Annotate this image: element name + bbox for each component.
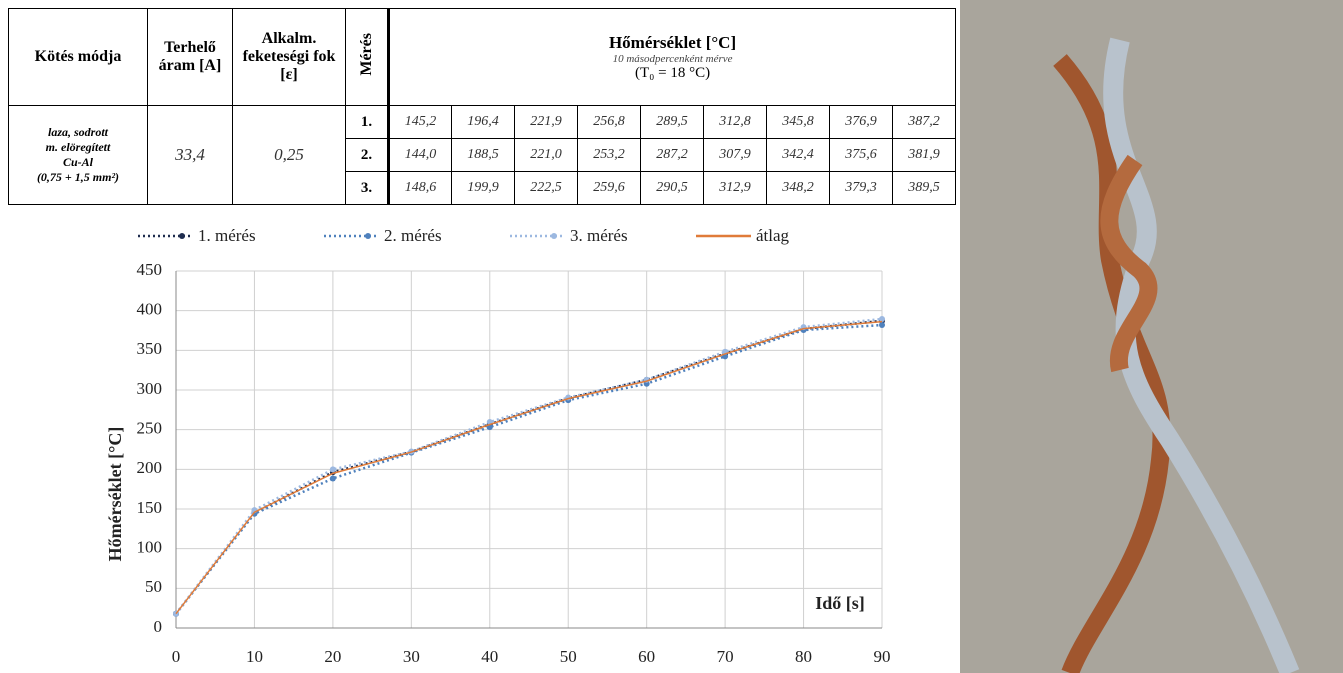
description-line: laza, sodrott <box>47 125 108 139</box>
value-cell: 287,2 <box>640 138 704 172</box>
x-tick-label: 10 <box>246 647 263 666</box>
y-tick-label: 300 <box>137 379 163 398</box>
description-line: Cu-Al <box>62 155 93 169</box>
description-cell: laza, sodrott m. elöregített Cu-Al (0,75 + … <box>8 105 148 205</box>
y-tick-label: 450 <box>137 260 163 279</box>
y-tick-label: 350 <box>137 339 163 358</box>
value-cell: 345,8 <box>766 105 830 139</box>
value-cell: 221,9 <box>514 105 578 139</box>
value-cell: 256,8 <box>577 105 641 139</box>
point-marker <box>329 475 336 482</box>
value-cell: 144,0 <box>387 138 452 172</box>
description-line: m. elöregített <box>45 140 111 154</box>
x-axis-label: Idő [s] <box>815 593 865 613</box>
point-marker <box>329 466 336 473</box>
value-cell: 196,4 <box>451 105 515 139</box>
y-tick-label: 150 <box>137 498 163 517</box>
x-tick-label: 30 <box>403 647 420 666</box>
copper-wire-twist <box>1100 154 1158 373</box>
header-cell: Alkalm. feketeségi fok [ε] <box>232 8 346 106</box>
header-text: Hőmérséklet [°C] <box>608 32 737 52</box>
header-cell: Kötés módja <box>8 8 148 106</box>
point-marker <box>879 322 885 329</box>
value-cell: 259,6 <box>577 171 641 205</box>
value-cell: 148,6 <box>387 171 452 205</box>
photo-background <box>960 0 1343 673</box>
header-note: (T₀ = 18 °C) <box>634 64 711 81</box>
header-cell: Hőmérséklet [°C] 10 másodpercenként mérv… <box>386 8 957 106</box>
value-cell: 348,2 <box>766 171 830 205</box>
table-row: laza, sodrott m. elöregített Cu-Al (0,75 + … <box>8 105 957 205</box>
legend-label: 2. mérés <box>384 226 442 245</box>
value-cell: 221,0 <box>514 138 578 172</box>
y-tick-label: 0 <box>154 617 163 636</box>
legend-marker <box>179 233 185 239</box>
x-tick-label: 50 <box>560 647 577 666</box>
value-cell: 387,2 <box>891 105 957 139</box>
series-line <box>175 317 883 615</box>
y-tick-label: 250 <box>137 419 163 438</box>
value-cell: 375,6 <box>829 138 893 172</box>
x-tick-label: 40 <box>481 647 498 666</box>
description-line: (0,75 + 1,5 mm²) <box>36 170 120 184</box>
header-cell: Terhelő áram [A] <box>147 8 233 106</box>
x-tick-label: 60 <box>638 647 655 666</box>
y-tick-label: 50 <box>145 577 162 596</box>
data-table: Kötés módja Terhelő áram [A] Alkalm. fek… <box>8 8 957 205</box>
value-cell: 379,3 <box>829 171 893 205</box>
legend-marker <box>365 233 371 239</box>
y-axis-label: Hőmérséklet [°C] <box>105 427 125 562</box>
value-cell: 289,5 <box>640 105 704 139</box>
chart: Hőmérséklet [°C] Idő [s] 050100150200250… <box>105 226 891 666</box>
photo <box>960 0 1343 673</box>
value-cell: 290,5 <box>640 171 704 205</box>
measurement-label: 3. <box>345 171 389 205</box>
value-cell: 376,9 <box>829 105 893 139</box>
value-cell: 222,5 <box>514 171 578 205</box>
copper-wire <box>1053 54 1171 673</box>
value-cell: 199,9 <box>451 171 515 205</box>
emissivity-cell: 0,25 <box>232 105 346 205</box>
value-cell: 307,9 <box>703 138 767 172</box>
x-tick-label: 20 <box>324 647 341 666</box>
x-tick-label: 80 <box>795 647 812 666</box>
value-cell: 389,5 <box>891 171 957 205</box>
series-line <box>175 323 883 615</box>
y-tick-label: 400 <box>137 300 163 319</box>
measurement-label: 2. <box>345 138 389 172</box>
value-cell: 312,8 <box>703 105 767 139</box>
current-cell: 33,4 <box>147 105 233 205</box>
x-tick-label: 90 <box>874 647 891 666</box>
x-tick-label: 70 <box>717 647 734 666</box>
x-tick-label: 0 <box>172 647 181 666</box>
value-cell: 312,9 <box>703 171 767 205</box>
value-cell: 188,5 <box>451 138 515 172</box>
y-tick-label: 100 <box>137 538 163 557</box>
legend-label: 3. mérés <box>570 226 628 245</box>
series-line <box>175 320 883 615</box>
legend-marker <box>551 233 557 239</box>
value-cell: 381,9 <box>891 138 957 172</box>
measurement-label: 1. <box>345 105 389 139</box>
value-cell: 145,2 <box>387 105 452 139</box>
table-row: 3. 148,6 199,9 222,5 259,6 290,5 312,9 348,2 379… <box>9 171 957 205</box>
header-text: Mérés <box>357 33 375 76</box>
legend-label: 1. mérés <box>198 226 256 245</box>
value-cell: 342,4 <box>766 138 830 172</box>
header-note: 10 másodpercenként mérve <box>612 52 733 65</box>
point-marker <box>879 315 885 322</box>
legend-label: átlag <box>756 226 790 245</box>
value-cell: 253,2 <box>577 138 641 172</box>
header-cell: Mérés <box>345 8 389 106</box>
y-tick-label: 200 <box>137 458 163 477</box>
series-line <box>175 319 883 615</box>
table-row: 2. 144,0 188,5 221,0 253,2 287,2 307,9 342,4 375… <box>9 138 957 172</box>
